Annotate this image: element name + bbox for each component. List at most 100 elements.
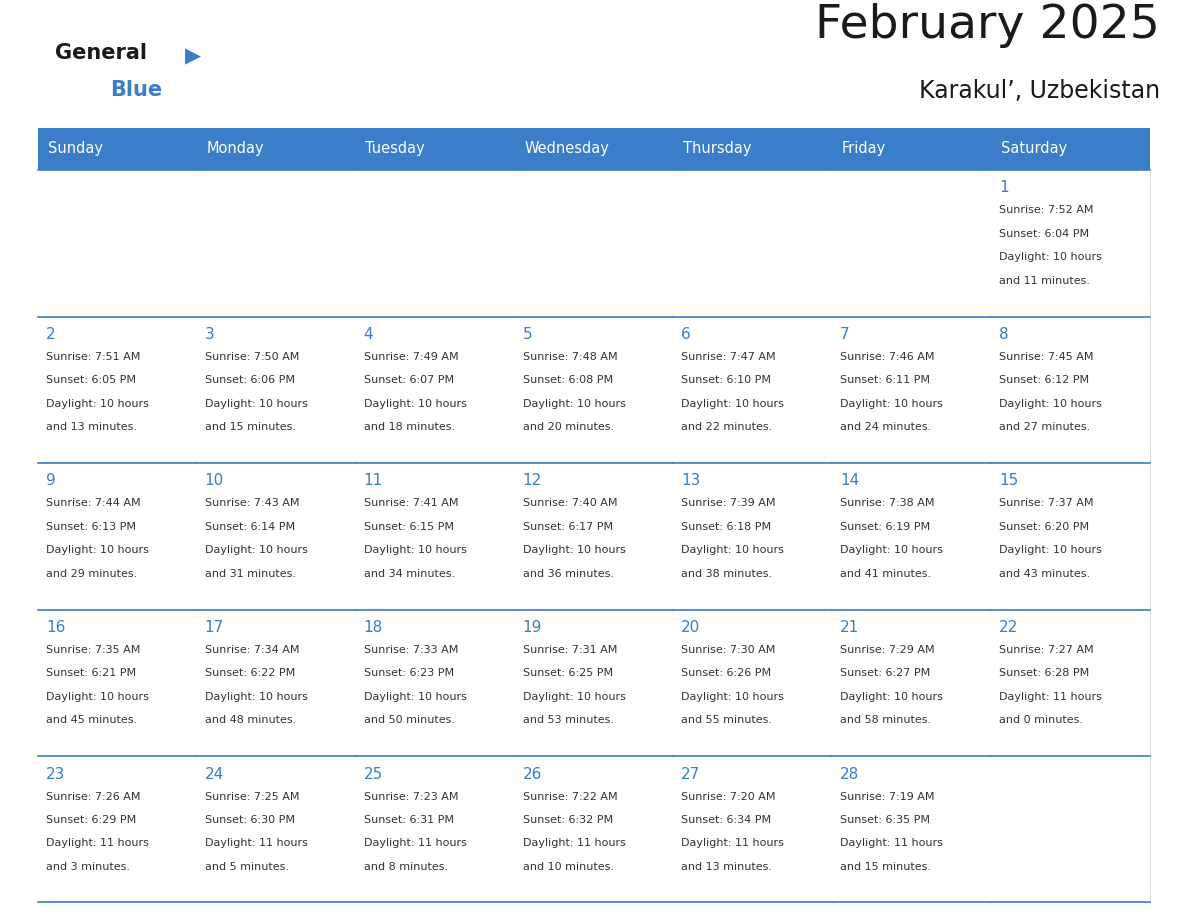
Text: Daylight: 11 hours: Daylight: 11 hours: [523, 838, 625, 848]
Text: Daylight: 10 hours: Daylight: 10 hours: [364, 398, 467, 409]
Text: Sunset: 6:17 PM: Sunset: 6:17 PM: [523, 521, 613, 532]
Text: Sunrise: 7:20 AM: Sunrise: 7:20 AM: [682, 791, 776, 801]
Text: Monday: Monday: [207, 141, 264, 156]
Text: and 11 minutes.: and 11 minutes.: [999, 275, 1091, 285]
Text: 10: 10: [204, 474, 225, 488]
Text: Daylight: 11 hours: Daylight: 11 hours: [364, 838, 467, 848]
Text: 7: 7: [840, 327, 849, 341]
Text: Sunset: 6:07 PM: Sunset: 6:07 PM: [364, 375, 454, 386]
Text: February 2025: February 2025: [815, 3, 1159, 48]
Text: 16: 16: [46, 620, 65, 635]
Text: 3: 3: [204, 327, 215, 341]
Text: and 24 minutes.: and 24 minutes.: [840, 422, 931, 432]
Text: 22: 22: [999, 620, 1018, 635]
Text: 11: 11: [364, 474, 383, 488]
Text: Sunset: 6:04 PM: Sunset: 6:04 PM: [999, 229, 1089, 239]
Text: 9: 9: [46, 474, 56, 488]
Text: Sunset: 6:23 PM: Sunset: 6:23 PM: [364, 668, 454, 678]
Text: 27: 27: [682, 767, 701, 781]
Text: and 10 minutes.: and 10 minutes.: [523, 862, 613, 872]
Text: General: General: [55, 43, 147, 63]
Text: Sunset: 6:32 PM: Sunset: 6:32 PM: [523, 815, 613, 825]
Text: 28: 28: [840, 767, 859, 781]
Text: 20: 20: [682, 620, 701, 635]
Text: Sunset: 6:30 PM: Sunset: 6:30 PM: [204, 815, 295, 825]
Text: Sunrise: 7:45 AM: Sunrise: 7:45 AM: [999, 352, 1094, 362]
Text: Sunrise: 7:31 AM: Sunrise: 7:31 AM: [523, 645, 617, 655]
Text: 26: 26: [523, 767, 542, 781]
Text: Karakul’, Uzbekistan: Karakul’, Uzbekistan: [918, 79, 1159, 103]
Text: Tuesday: Tuesday: [365, 141, 425, 156]
Text: 21: 21: [840, 620, 859, 635]
Text: 5: 5: [523, 327, 532, 341]
Text: Sunset: 6:08 PM: Sunset: 6:08 PM: [523, 375, 613, 386]
Text: Sunset: 6:06 PM: Sunset: 6:06 PM: [204, 375, 295, 386]
Text: Sunrise: 7:43 AM: Sunrise: 7:43 AM: [204, 498, 299, 509]
Text: Sunrise: 7:40 AM: Sunrise: 7:40 AM: [523, 498, 617, 509]
Text: Daylight: 10 hours: Daylight: 10 hours: [46, 692, 148, 702]
Text: and 13 minutes.: and 13 minutes.: [682, 862, 772, 872]
Text: Sunrise: 7:19 AM: Sunrise: 7:19 AM: [840, 791, 935, 801]
Text: Sunset: 6:19 PM: Sunset: 6:19 PM: [840, 521, 930, 532]
Text: Sunset: 6:20 PM: Sunset: 6:20 PM: [999, 521, 1089, 532]
Text: 17: 17: [204, 620, 225, 635]
Text: 6: 6: [682, 327, 691, 341]
Text: Sunrise: 7:49 AM: Sunrise: 7:49 AM: [364, 352, 459, 362]
Text: Sunrise: 7:23 AM: Sunrise: 7:23 AM: [364, 791, 459, 801]
Text: Sunrise: 7:46 AM: Sunrise: 7:46 AM: [840, 352, 935, 362]
Text: Friday: Friday: [842, 141, 886, 156]
Text: Daylight: 10 hours: Daylight: 10 hours: [204, 545, 308, 555]
Text: Saturday: Saturday: [1000, 141, 1067, 156]
Text: 19: 19: [523, 620, 542, 635]
Text: 23: 23: [46, 767, 65, 781]
Text: 15: 15: [999, 474, 1018, 488]
Text: and 58 minutes.: and 58 minutes.: [840, 715, 931, 725]
Text: and 27 minutes.: and 27 minutes.: [999, 422, 1091, 432]
Text: Sunset: 6:05 PM: Sunset: 6:05 PM: [46, 375, 135, 386]
Text: Sunset: 6:18 PM: Sunset: 6:18 PM: [682, 521, 771, 532]
Text: and 8 minutes.: and 8 minutes.: [364, 862, 448, 872]
Text: Sunset: 6:11 PM: Sunset: 6:11 PM: [840, 375, 930, 386]
Text: 12: 12: [523, 474, 542, 488]
Text: Sunset: 6:21 PM: Sunset: 6:21 PM: [46, 668, 137, 678]
Text: and 22 minutes.: and 22 minutes.: [682, 422, 772, 432]
Text: Daylight: 10 hours: Daylight: 10 hours: [682, 398, 784, 409]
Text: Sunset: 6:15 PM: Sunset: 6:15 PM: [364, 521, 454, 532]
Text: Sunset: 6:28 PM: Sunset: 6:28 PM: [999, 668, 1089, 678]
Text: Daylight: 11 hours: Daylight: 11 hours: [999, 692, 1102, 702]
Text: and 29 minutes.: and 29 minutes.: [46, 569, 137, 578]
Text: Sunset: 6:35 PM: Sunset: 6:35 PM: [840, 815, 930, 825]
Text: and 15 minutes.: and 15 minutes.: [204, 422, 296, 432]
Text: Sunrise: 7:25 AM: Sunrise: 7:25 AM: [204, 791, 299, 801]
Text: and 43 minutes.: and 43 minutes.: [999, 569, 1091, 578]
Text: Wednesday: Wednesday: [524, 141, 609, 156]
Text: Sunrise: 7:48 AM: Sunrise: 7:48 AM: [523, 352, 617, 362]
Text: Daylight: 10 hours: Daylight: 10 hours: [999, 545, 1102, 555]
Text: and 36 minutes.: and 36 minutes.: [523, 569, 613, 578]
Text: Daylight: 10 hours: Daylight: 10 hours: [204, 692, 308, 702]
Text: and 34 minutes.: and 34 minutes.: [364, 569, 455, 578]
Text: Sunrise: 7:27 AM: Sunrise: 7:27 AM: [999, 645, 1094, 655]
Text: Daylight: 10 hours: Daylight: 10 hours: [840, 398, 943, 409]
Text: Thursday: Thursday: [683, 141, 752, 156]
Text: and 41 minutes.: and 41 minutes.: [840, 569, 931, 578]
Text: and 15 minutes.: and 15 minutes.: [840, 862, 931, 872]
Text: Daylight: 10 hours: Daylight: 10 hours: [840, 692, 943, 702]
Text: ▶: ▶: [185, 46, 201, 66]
Text: Sunrise: 7:44 AM: Sunrise: 7:44 AM: [46, 498, 140, 509]
Text: Sunrise: 7:39 AM: Sunrise: 7:39 AM: [682, 498, 776, 509]
Text: Sunrise: 7:34 AM: Sunrise: 7:34 AM: [204, 645, 299, 655]
Text: Sunset: 6:25 PM: Sunset: 6:25 PM: [523, 668, 613, 678]
Text: Sunrise: 7:50 AM: Sunrise: 7:50 AM: [204, 352, 299, 362]
Text: and 38 minutes.: and 38 minutes.: [682, 569, 772, 578]
Text: Daylight: 10 hours: Daylight: 10 hours: [523, 398, 625, 409]
Text: Sunset: 6:31 PM: Sunset: 6:31 PM: [364, 815, 454, 825]
Text: 25: 25: [364, 767, 383, 781]
Text: and 50 minutes.: and 50 minutes.: [364, 715, 455, 725]
Text: Daylight: 10 hours: Daylight: 10 hours: [523, 545, 625, 555]
Text: Sunset: 6:10 PM: Sunset: 6:10 PM: [682, 375, 771, 386]
Text: Sunrise: 7:37 AM: Sunrise: 7:37 AM: [999, 498, 1094, 509]
Text: Daylight: 10 hours: Daylight: 10 hours: [46, 545, 148, 555]
Text: 8: 8: [999, 327, 1009, 341]
Text: Sunset: 6:13 PM: Sunset: 6:13 PM: [46, 521, 135, 532]
